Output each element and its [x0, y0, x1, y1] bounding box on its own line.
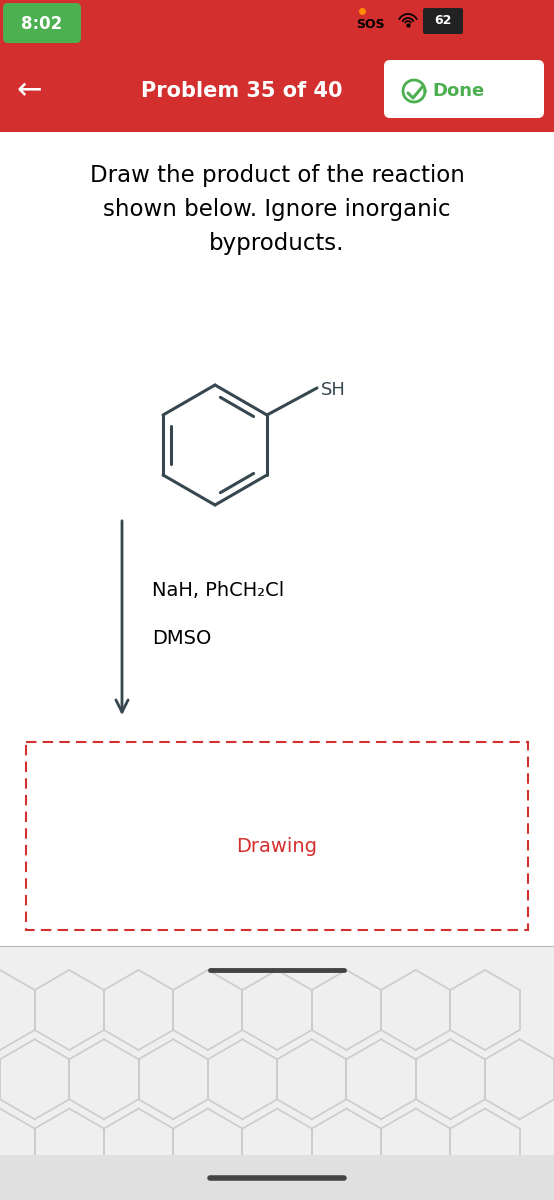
Text: ←: ←: [16, 77, 42, 106]
Text: Done: Done: [432, 82, 484, 100]
Text: NaH, PhCH₂Cl: NaH, PhCH₂Cl: [152, 581, 284, 600]
Text: 8:02: 8:02: [22, 14, 63, 32]
FancyBboxPatch shape: [384, 60, 544, 118]
Bar: [0, 1154, 554, 1200]
Text: 62: 62: [434, 14, 452, 28]
Text: SOS: SOS: [356, 18, 384, 30]
Text: DMSO: DMSO: [152, 629, 212, 648]
Text: Problem 35 of 40: Problem 35 of 40: [141, 80, 343, 101]
Bar: [0, 946, 554, 1200]
Text: byproducts.: byproducts.: [209, 232, 345, 254]
FancyBboxPatch shape: [3, 2, 81, 43]
FancyBboxPatch shape: [423, 8, 463, 34]
Bar: [0, 0, 554, 132]
Text: SH: SH: [321, 382, 346, 398]
Text: Drawing: Drawing: [237, 836, 317, 856]
Text: shown below. Ignore inorganic: shown below. Ignore inorganic: [103, 198, 451, 221]
Bar: [26, 742, 528, 930]
Text: Draw the product of the reaction: Draw the product of the reaction: [90, 164, 464, 187]
